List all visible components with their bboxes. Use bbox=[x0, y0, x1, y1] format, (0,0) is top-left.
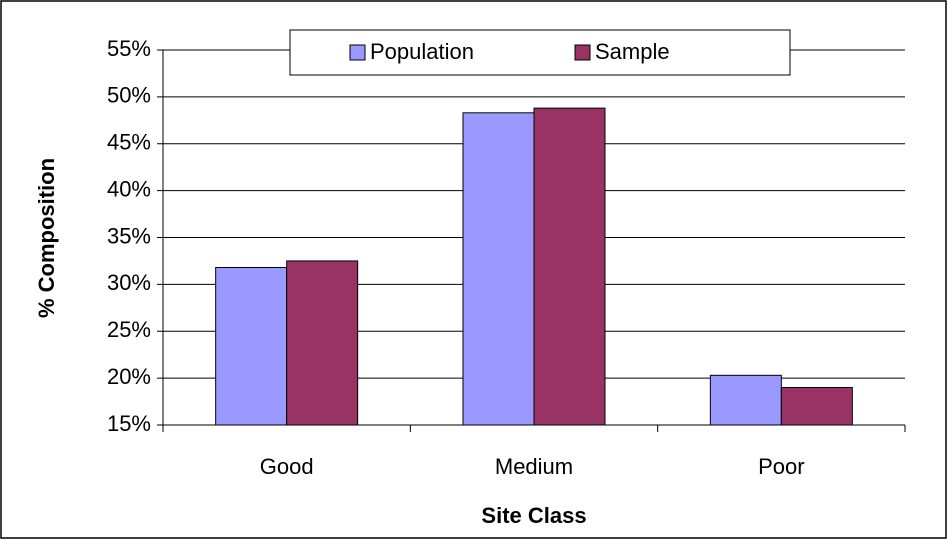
bar bbox=[462, 112, 535, 426]
y-tick-label: 50% bbox=[107, 83, 151, 108]
x-axis-title: Site Class bbox=[481, 503, 586, 528]
bar bbox=[780, 387, 853, 426]
y-axis-title: % Composition bbox=[34, 158, 59, 318]
legend-swatch bbox=[574, 44, 591, 61]
x-tick-label: Poor bbox=[758, 454, 804, 479]
y-tick-label: 30% bbox=[107, 270, 151, 295]
legend-swatch bbox=[349, 44, 366, 61]
y-tick-label: 45% bbox=[107, 130, 151, 155]
legend-box bbox=[289, 29, 791, 76]
x-tick-label: Good bbox=[260, 454, 314, 479]
y-tick-label: 25% bbox=[107, 317, 151, 342]
y-tick-label: 20% bbox=[107, 364, 151, 389]
y-tick-label: 35% bbox=[107, 223, 151, 248]
x-tick-label: Medium bbox=[495, 454, 573, 479]
y-tick-label: 15% bbox=[107, 411, 151, 436]
legend-label: Population bbox=[370, 39, 474, 64]
legend-label: Sample bbox=[595, 39, 670, 64]
bar bbox=[215, 267, 288, 426]
bar bbox=[533, 107, 606, 426]
bar bbox=[709, 374, 782, 426]
y-tick-label: 40% bbox=[107, 176, 151, 201]
y-tick-label: 55% bbox=[107, 36, 151, 61]
bar bbox=[286, 260, 359, 426]
